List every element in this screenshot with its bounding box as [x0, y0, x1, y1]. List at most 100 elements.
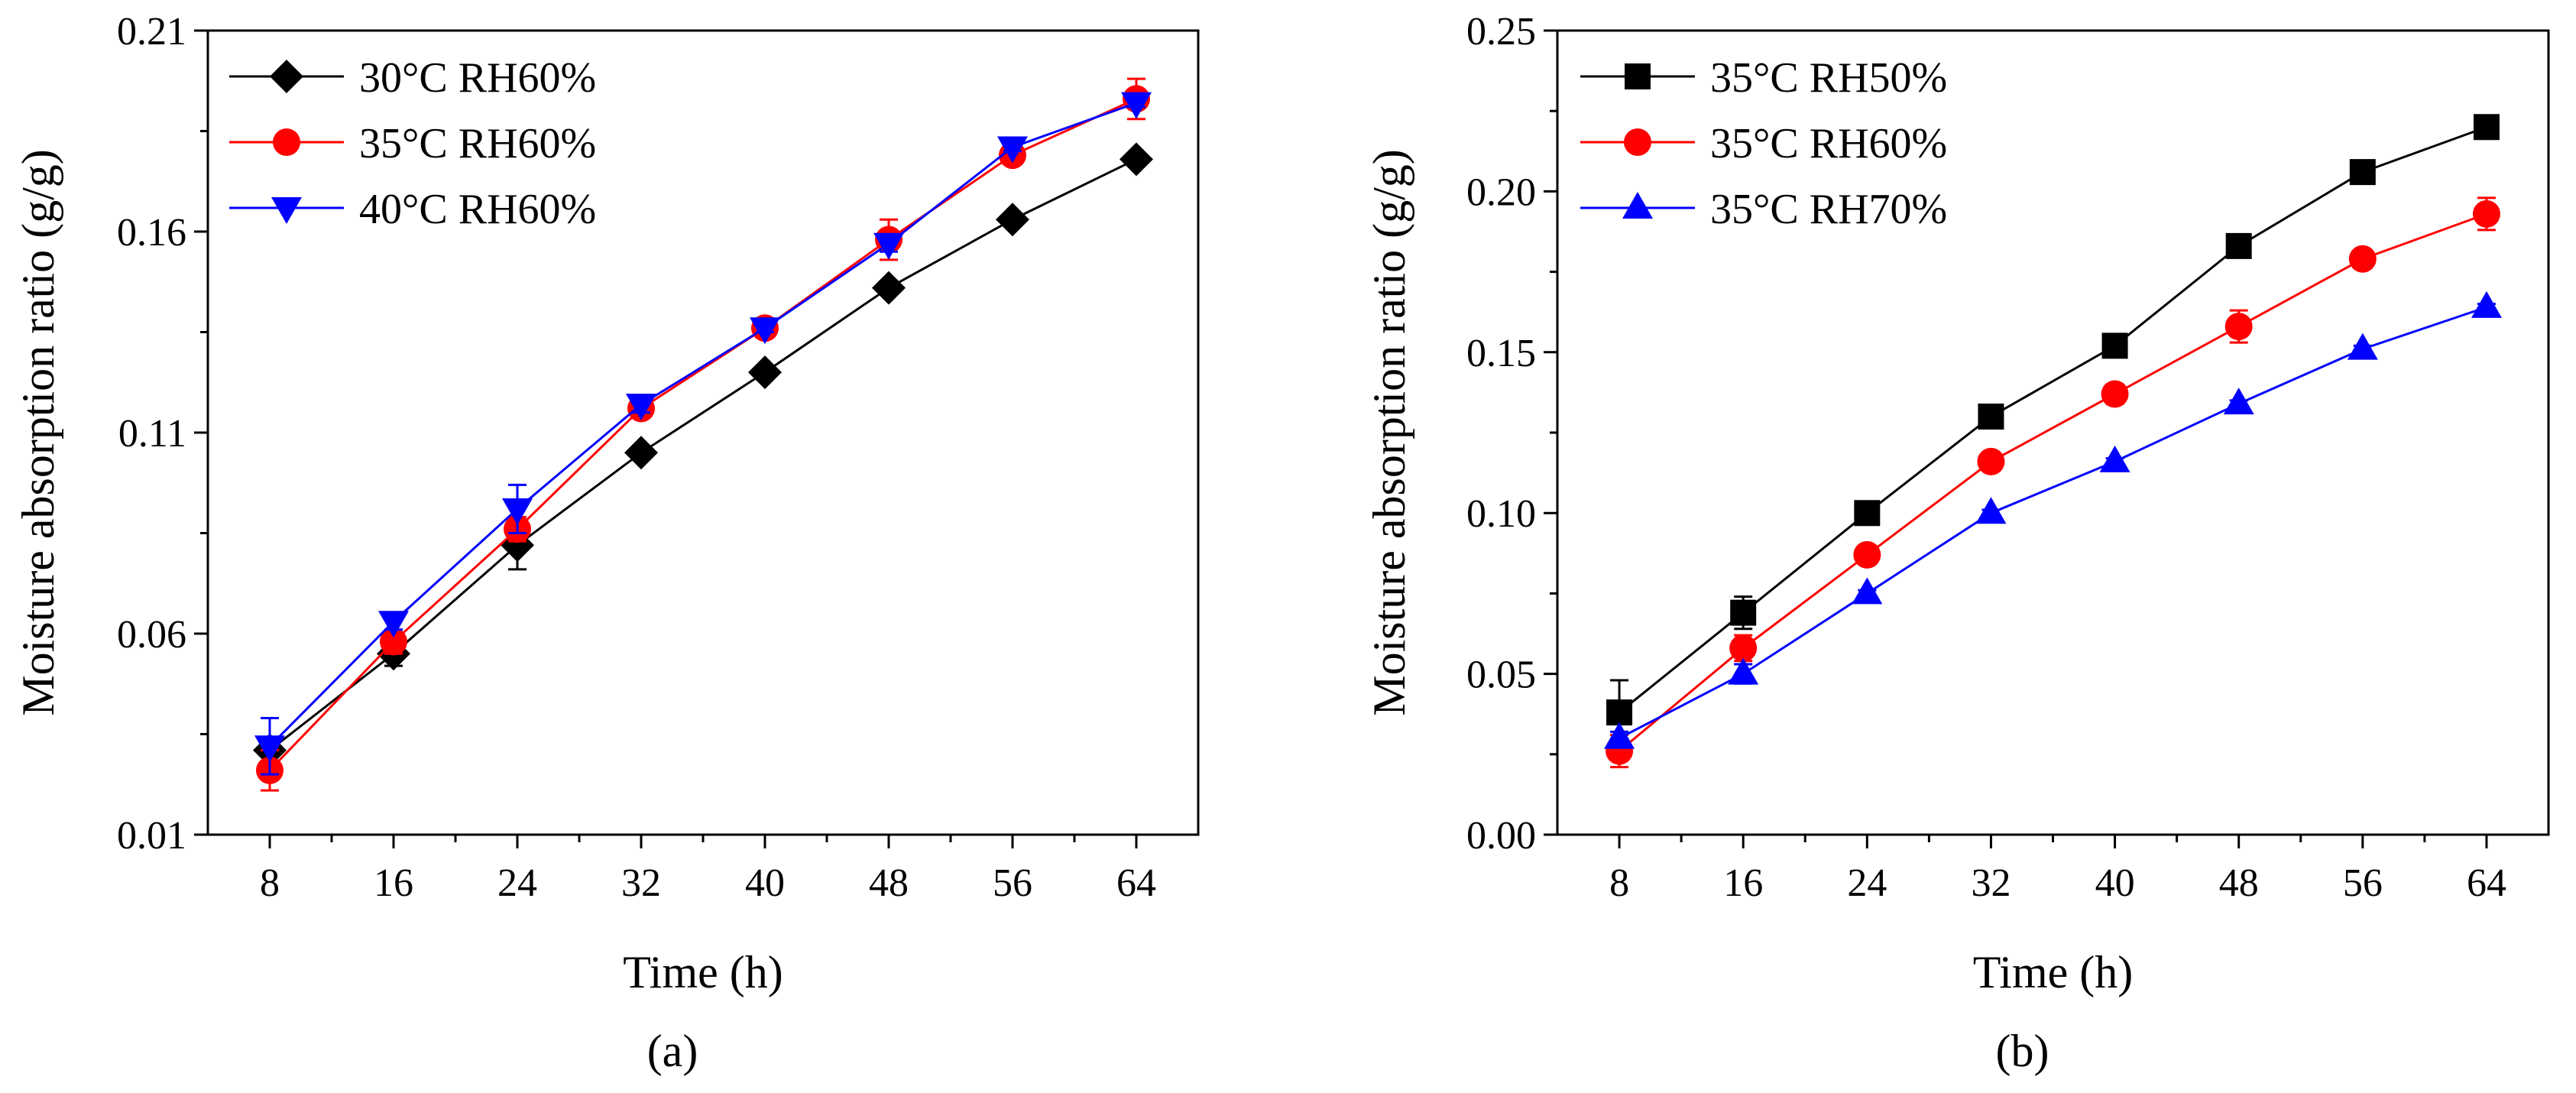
x-tick-label: 40	[2095, 861, 2135, 905]
data-point	[380, 628, 407, 656]
legend-marker	[1622, 192, 1653, 219]
y-tick-label: 0.01	[117, 814, 186, 858]
data-point	[1852, 577, 1883, 605]
y-tick-label: 0.11	[118, 412, 186, 456]
data-point	[2348, 245, 2377, 273]
x-tick-label: 48	[2219, 861, 2259, 905]
legend-label: 35°C RH60%	[359, 120, 596, 167]
data-point	[378, 611, 409, 638]
x-tick-label: 24	[1847, 861, 1887, 905]
data-point	[2472, 199, 2500, 228]
chart-panel-a: 8 16 24 32 40 48 56 64 0.01 0.06 0.11 0.16 0.21 Time …	[13, 10, 1200, 1076]
data-point	[750, 317, 780, 345]
x-tick-label: 16	[374, 861, 413, 905]
x-tick-label: 56	[993, 861, 1032, 905]
legend: 30°C RH60% 35°C RH60% 40°C RH60%	[229, 54, 596, 233]
legend-label: 35°C RH60%	[1710, 120, 1947, 167]
x-tick-label: 8	[1609, 861, 1629, 905]
y-axis-title: Moisture absorption ratio (g/g)	[1364, 149, 1414, 716]
legend-marker	[271, 197, 302, 224]
y-tick-label: 0.25	[1466, 10, 1536, 54]
data-point	[873, 232, 904, 260]
y-tick-label: 0.05	[1466, 654, 1536, 697]
series-line	[1619, 125, 2487, 714]
x-axis-title: Time (h)	[623, 947, 783, 997]
data-point	[1977, 447, 2005, 475]
x-tick-label: 32	[1971, 861, 2011, 905]
data-point	[1604, 722, 1635, 749]
panel-label: (b)	[1996, 1026, 2049, 1076]
x-tick-label: 40	[745, 861, 785, 905]
y-tick-label: 0.06	[117, 613, 186, 657]
x-tick-label: 48	[869, 861, 909, 905]
data-point	[1730, 599, 1757, 626]
chart-panel-b: 8 16 24 32 40 48 56 64 0.00 0.05 0.10 0.15 0.20 0.25 T…	[1364, 10, 2550, 1076]
y-axis-title: Moisture absorption ratio (g/g)	[13, 149, 63, 716]
data-point	[748, 355, 782, 390]
legend-label: 40°C RH60%	[359, 186, 596, 233]
x-tick-label: 64	[2467, 861, 2506, 905]
data-point	[1854, 500, 1881, 527]
data-point	[2223, 388, 2254, 415]
data-point	[2347, 332, 2378, 360]
legend: 35°C RH50% 35°C RH60% 35°C RH70%	[1580, 54, 1947, 233]
x-tick-label: 56	[2343, 861, 2383, 905]
series-35-c-rh70	[1604, 290, 2502, 749]
data-point	[2471, 290, 2502, 318]
x-tick-label: 16	[1723, 861, 1763, 905]
y-tick-label: 0.10	[1466, 492, 1536, 536]
legend-marker	[270, 60, 303, 93]
y-tick-label: 0.16	[117, 211, 186, 255]
plot-frame	[206, 29, 1200, 836]
y-tick-label: 0.21	[117, 10, 186, 54]
data-point	[997, 136, 1028, 164]
data-point	[1606, 699, 1633, 726]
series-line	[269, 157, 1137, 751]
legend-marker	[273, 128, 300, 156]
data-point	[2224, 313, 2253, 341]
legend-label: 30°C RH60%	[359, 54, 596, 102]
data-point	[1853, 540, 1881, 569]
data-point	[2473, 114, 2500, 141]
x-axis-title: Time (h)	[1973, 947, 2133, 997]
y-tick-label: 0.20	[1466, 170, 1536, 214]
data-point	[996, 203, 1029, 237]
data-point	[1978, 403, 2004, 430]
data-point	[1121, 92, 1152, 119]
data-point	[1728, 657, 1759, 685]
data-point	[626, 394, 656, 421]
data-point	[254, 735, 285, 763]
legend-marker	[1625, 63, 1651, 89]
legend-marker	[1624, 128, 1651, 156]
data-point	[872, 271, 906, 305]
data-point	[2099, 445, 2130, 472]
series-40-c-rh60	[254, 92, 1152, 776]
y-tick-label: 0.15	[1466, 332, 1536, 375]
series-30-c-rh60	[253, 142, 1153, 767]
plot-frame	[1556, 29, 2550, 836]
data-point	[624, 436, 658, 470]
data-point	[2101, 332, 2128, 359]
data-point	[1729, 634, 1758, 662]
series-line	[1619, 212, 2487, 752]
data-point	[2225, 232, 2252, 259]
legend-label: 35°C RH70%	[1710, 186, 1947, 233]
series-line	[1619, 306, 2487, 740]
data-point	[2101, 380, 2129, 408]
x-tick-label: 64	[1116, 861, 1156, 905]
x-tick-label: 24	[497, 861, 537, 905]
y-tick-label: 0.00	[1466, 814, 1536, 858]
panel-label: (a)	[647, 1026, 698, 1076]
data-point	[502, 498, 533, 525]
legend-label: 35°C RH50%	[1710, 54, 1947, 102]
data-point	[1120, 142, 1153, 177]
series-35-c-rh60	[1606, 196, 2500, 769]
x-tick-label: 8	[260, 861, 280, 905]
series-line	[268, 98, 1137, 771]
series-35-c-rh50	[1606, 114, 2500, 746]
data-point	[1975, 497, 2007, 524]
data-point	[2349, 159, 2376, 186]
x-tick-label: 32	[621, 861, 661, 905]
series-line	[268, 102, 1137, 748]
